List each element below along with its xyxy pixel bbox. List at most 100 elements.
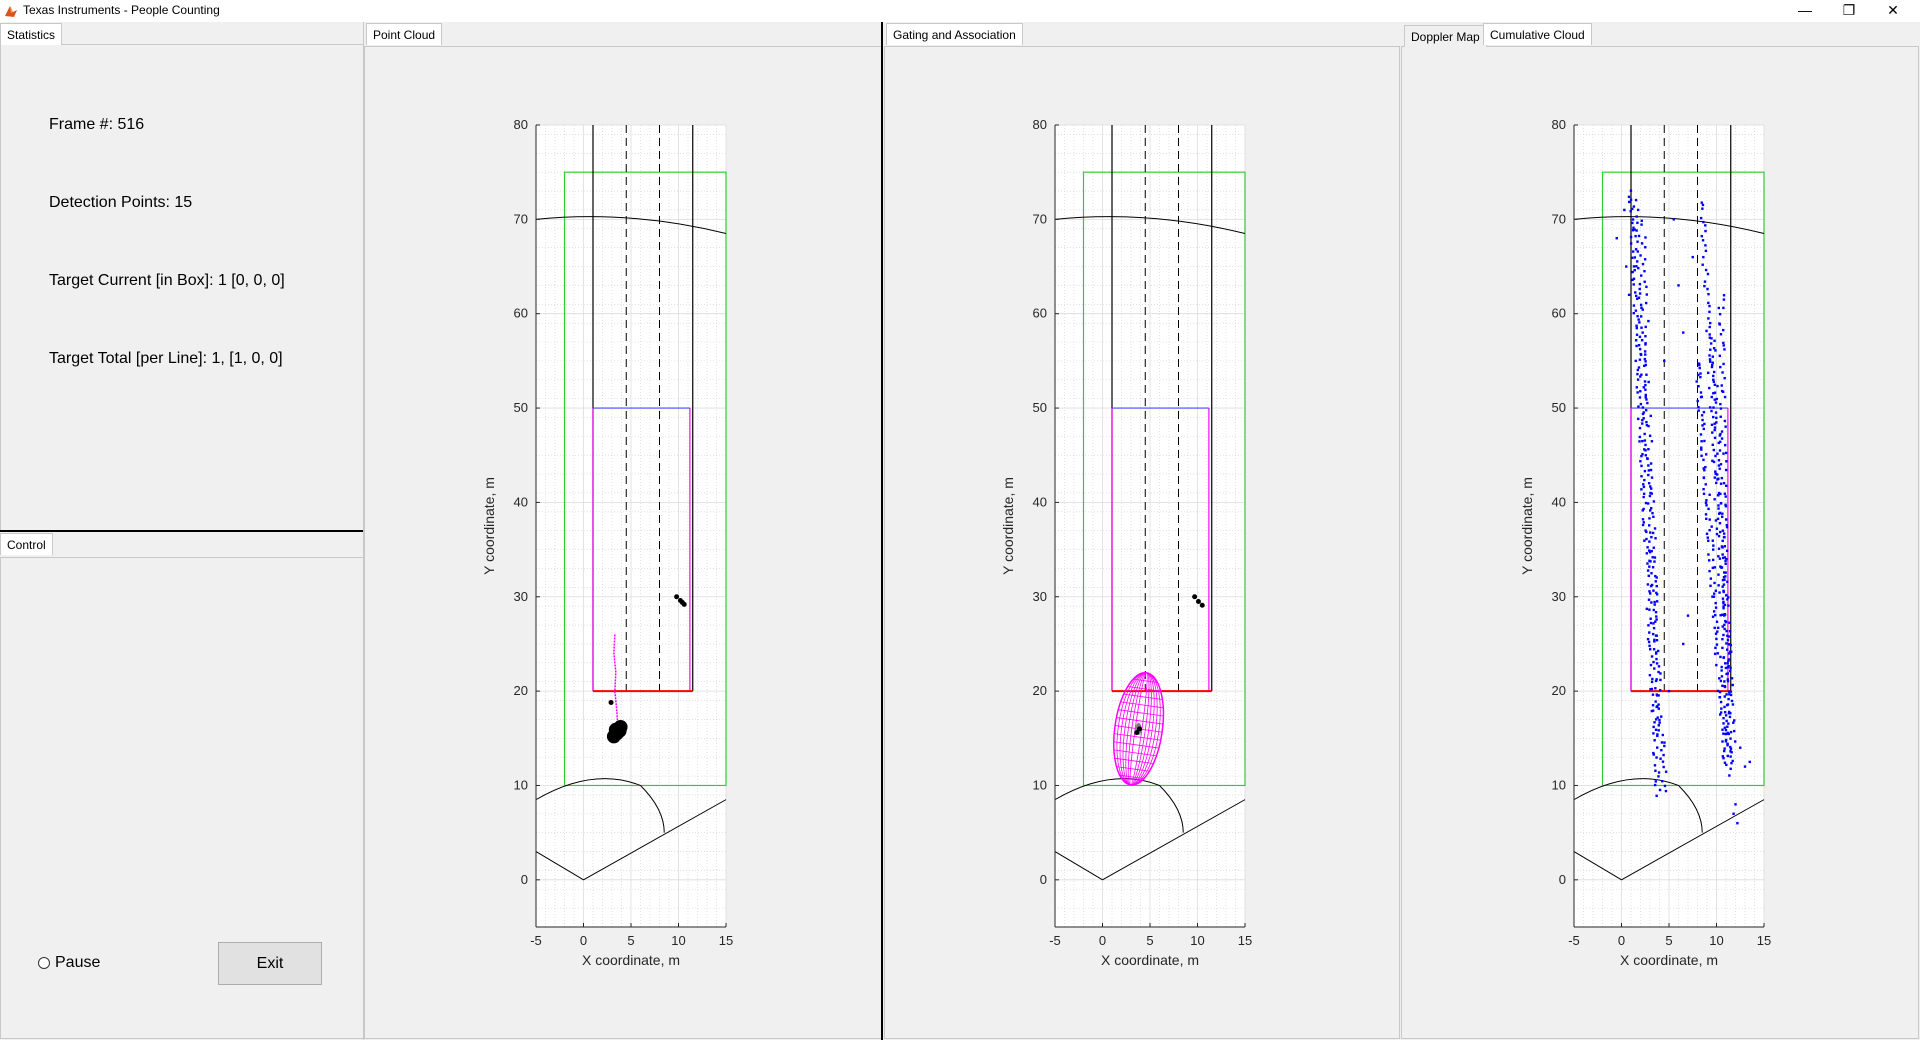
cumulative-point <box>1702 427 1706 431</box>
cumulative-point <box>1655 794 1658 798</box>
y-tick-label: 0 <box>1040 872 1047 887</box>
cumulative-point <box>1645 607 1649 611</box>
cumulative-point <box>1629 235 1633 239</box>
cumulative-point <box>1629 209 1632 213</box>
tab-statistics[interactable]: Statistics <box>0 23 63 45</box>
cumulative-point <box>1727 596 1730 599</box>
cumulative-point <box>1697 409 1700 412</box>
cumulative-point <box>1700 446 1703 449</box>
point-cloud-point <box>1134 730 1140 736</box>
cumulative-point <box>1700 414 1704 417</box>
point-cloud-point <box>1137 726 1143 732</box>
cumulative-point <box>1641 331 1644 334</box>
cumulative-point <box>1716 652 1719 655</box>
cumulative-point <box>1631 270 1634 274</box>
cumulative-point <box>1728 693 1731 696</box>
cumulative-point <box>1646 562 1649 565</box>
cumulative-point <box>1729 643 1733 647</box>
cumulative-point <box>1659 678 1662 682</box>
cumulative-point <box>1715 527 1719 530</box>
cumulative-point <box>1724 503 1727 507</box>
cumulative-point <box>1658 721 1661 724</box>
cumulative-point <box>1726 580 1729 583</box>
cumulative-point <box>1649 621 1653 625</box>
cumulative-point <box>1723 711 1727 714</box>
cumulative-point <box>1717 459 1721 462</box>
tab-point-cloud[interactable]: Point Cloud <box>366 23 443 45</box>
cumulative-point <box>1734 803 1737 806</box>
cumulative-point <box>1717 547 1721 550</box>
cumulative-point <box>1706 272 1710 276</box>
cumulative-point <box>1707 292 1710 296</box>
cumulative-point <box>1643 539 1646 542</box>
cumulative-point <box>1722 341 1725 345</box>
cumulative-point <box>1700 440 1703 443</box>
cumulative-point <box>1719 502 1723 505</box>
gate-mesh-parallel <box>1116 766 1150 772</box>
cumulative-point <box>1663 744 1666 748</box>
pause-radio[interactable] <box>38 957 50 969</box>
cumulative-point <box>1645 552 1649 555</box>
cumulative-point <box>1652 751 1655 755</box>
gate-mesh-parallel <box>1113 741 1159 749</box>
cumulative-point <box>1627 293 1631 297</box>
cumulative-point <box>1653 527 1657 530</box>
cumulative-point <box>1713 652 1717 656</box>
restore-button[interactable]: ❐ <box>1842 2 1856 18</box>
tab-doppler-map[interactable]: Doppler Map <box>1404 25 1487 47</box>
cumulative-point <box>1733 719 1736 722</box>
pause-label[interactable]: Pause <box>55 954 101 971</box>
cumulative-point <box>1647 380 1650 384</box>
point-cloud-point <box>608 699 614 705</box>
cumulative-point <box>1722 732 1725 735</box>
cumulative-point <box>1711 443 1714 447</box>
cumulative-point <box>1719 365 1722 369</box>
cumulative-point <box>1727 690 1731 693</box>
cumulative-point <box>1654 700 1657 703</box>
cumulative-point <box>1643 357 1647 361</box>
cumulative-point <box>1650 583 1654 587</box>
cumulative-point <box>1656 733 1659 736</box>
gate-mesh-parallel <box>1127 686 1161 692</box>
cumulative-point <box>1722 590 1725 594</box>
cumulative-point <box>1640 242 1644 245</box>
cumulative-point <box>1649 560 1652 563</box>
cumulative-point <box>1660 715 1663 718</box>
cumulative-point <box>1658 788 1662 792</box>
cumulative-point <box>1712 460 1716 464</box>
tab-control[interactable]: Control <box>0 533 53 555</box>
cumulative-point <box>1733 740 1737 743</box>
minimize-button[interactable]: — <box>1798 2 1812 18</box>
cumulative-point <box>1724 559 1727 563</box>
cumulative-point <box>1731 759 1734 763</box>
cumulative-point <box>1727 658 1731 661</box>
cumulative-point <box>1729 730 1733 734</box>
x-tick-label: 0 <box>1099 933 1106 948</box>
cumulative-point <box>1634 359 1637 363</box>
cumulative-point <box>1713 339 1716 342</box>
cumulative-point <box>1723 623 1726 627</box>
cumulative-point <box>1718 696 1722 699</box>
tab-cumulative-cloud[interactable]: Cumulative Cloud <box>1483 23 1592 45</box>
cumulative-point <box>1644 393 1647 397</box>
cumulative-point <box>1629 198 1633 201</box>
cumulative-point <box>1717 491 1721 495</box>
cumulative-point <box>1644 388 1647 391</box>
cumulative-point <box>1723 726 1727 729</box>
cumulative-point <box>1708 325 1711 329</box>
cumulative-point <box>1713 428 1716 432</box>
close-button[interactable]: ✕ <box>1887 2 1899 18</box>
cumulative-point <box>1638 435 1642 439</box>
cumulative-point <box>1702 410 1706 414</box>
tab-gating[interactable]: Gating and Association <box>886 23 1023 45</box>
cumulative-point <box>1645 423 1649 427</box>
cumulative-point <box>1725 525 1729 529</box>
cumulative-point <box>1723 614 1726 617</box>
cumulative-point <box>1652 515 1655 519</box>
cumulative-point <box>1711 361 1714 364</box>
exit-button[interactable]: Exit <box>218 942 322 985</box>
cumulative-point <box>1645 293 1648 296</box>
cumulative-point <box>1724 620 1728 624</box>
cumulative-point <box>1715 473 1719 476</box>
cumulative-point <box>1720 669 1723 672</box>
